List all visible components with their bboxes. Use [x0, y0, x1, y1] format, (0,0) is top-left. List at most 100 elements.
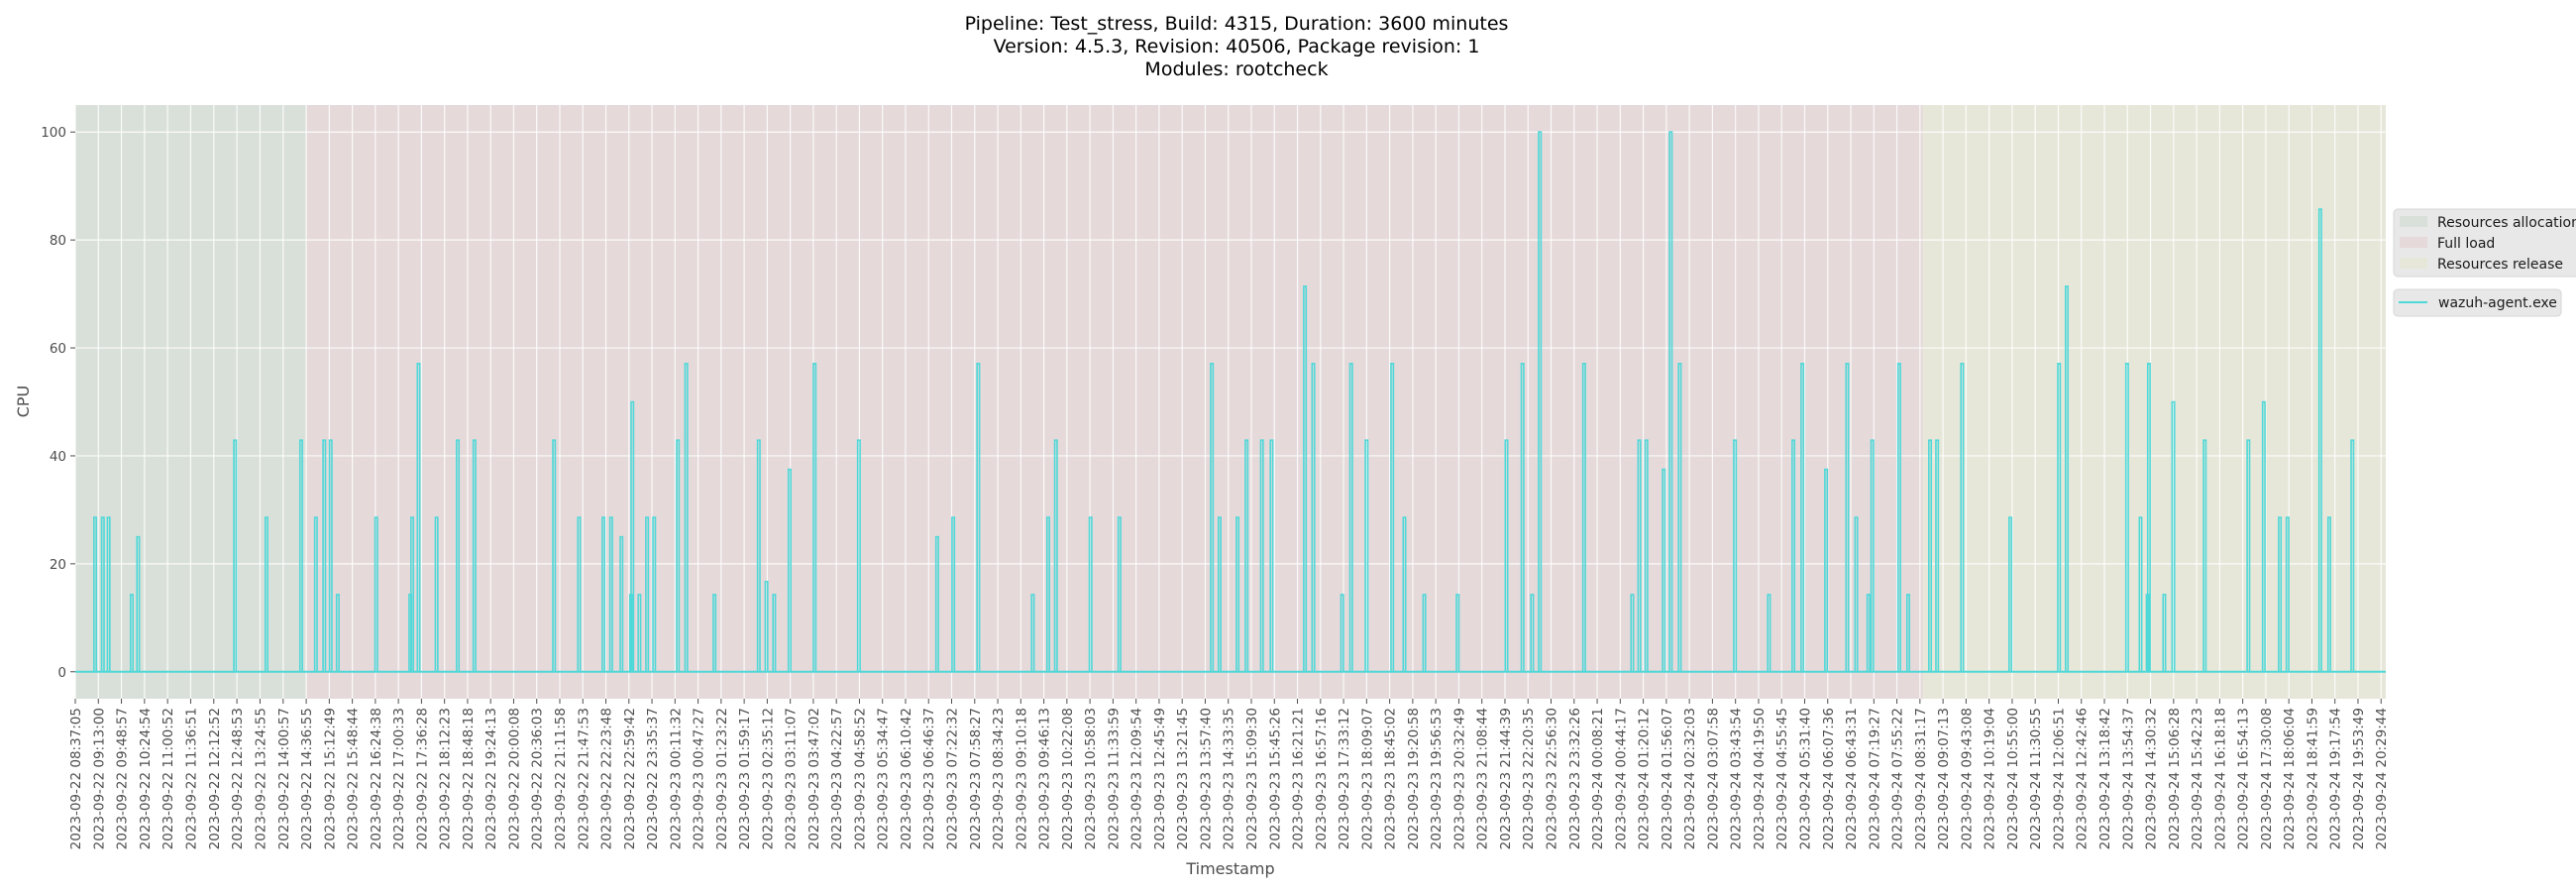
x-tick-label: 2023-09-23 17:33:12 — [1337, 708, 1352, 849]
x-tick-label: 2023-09-24 03:43:54 — [1729, 708, 1745, 849]
x-tick-label: 2023-09-22 21:47:53 — [576, 708, 591, 849]
data-spike — [552, 439, 557, 672]
x-tick-label: 2023-09-23 09:46:13 — [1037, 708, 1053, 849]
x-tick-label: 2023-09-24 16:18:18 — [2212, 708, 2228, 849]
x-tick-label: 2023-09-22 13:24:55 — [253, 708, 268, 849]
x-tick-label: 2023-09-24 14:30:32 — [2144, 708, 2160, 849]
data-spike — [335, 594, 340, 672]
x-tick-label: 2023-09-24 16:54:13 — [2236, 708, 2252, 849]
data-spike — [1390, 363, 1395, 672]
x-tick-label: 2023-09-23 19:20:58 — [1406, 708, 1422, 849]
x-tick-label: 2023-09-24 09:43:08 — [1959, 708, 1975, 849]
data-spike — [328, 439, 333, 672]
data-spike — [1311, 363, 1316, 672]
x-tick-label: 2023-09-22 08:37:05 — [68, 708, 84, 849]
data-spike — [1217, 516, 1222, 672]
x-tick-label: 2023-09-23 13:21:45 — [1175, 708, 1191, 849]
x-tick-label: 2023-09-24 19:17:54 — [2328, 708, 2344, 849]
data-spike — [410, 516, 415, 672]
y-tick-label: 0 — [57, 665, 66, 681]
x-tick-label: 2023-09-24 15:06:28 — [2167, 708, 2183, 849]
x-tick-label: 2023-09-24 20:29:44 — [2374, 708, 2390, 849]
data-spike — [1088, 516, 1093, 672]
data-spike — [1210, 363, 1215, 672]
data-spike — [1767, 594, 1771, 672]
x-tick-label: 2023-09-24 01:20:12 — [1637, 708, 1653, 849]
data-spike — [787, 468, 792, 672]
data-spike — [676, 439, 681, 672]
x-tick-label: 2023-09-24 19:53:49 — [2351, 708, 2367, 849]
legend-label-full-load: Full load — [2437, 236, 2495, 252]
data-spike — [619, 535, 624, 672]
x-tick-label: 2023-09-22 10:24:54 — [138, 708, 154, 849]
x-tick-label: 2023-09-23 16:21:21 — [1291, 708, 1307, 849]
data-spike — [1581, 363, 1586, 672]
y-tick-label: 60 — [50, 341, 66, 357]
x-tick-label: 2023-09-23 07:58:27 — [968, 708, 984, 849]
data-spike — [1504, 439, 1509, 672]
x-tick-label: 2023-09-22 23:35:37 — [645, 708, 661, 849]
x-tick-label: 2023-09-22 20:00:08 — [506, 708, 522, 849]
x-axis-label: Timestamp — [1185, 859, 1274, 878]
x-tick-label: 2023-09-24 09:07:13 — [1936, 708, 1952, 849]
x-tick-label: 2023-09-23 08:34:23 — [991, 708, 1007, 849]
x-tick-label: 2023-09-23 05:34:47 — [876, 708, 892, 849]
x-tick-label: 2023-09-23 13:57:40 — [1198, 708, 1214, 849]
x-tick-label: 2023-09-23 22:56:30 — [1545, 708, 1560, 849]
title-line-2: Version: 4.5.3, Revision: 40506, Package… — [994, 36, 1480, 57]
data-spike — [1733, 439, 1738, 672]
data-spike — [1896, 363, 1901, 672]
data-spike — [577, 516, 582, 672]
data-spike — [756, 439, 761, 672]
data-spike — [1030, 594, 1035, 672]
data-spike — [856, 439, 861, 672]
x-tick-label: 2023-09-23 02:35:12 — [760, 708, 776, 849]
title-line-1: Pipeline: Test_stress, Build: 4315, Dura… — [965, 13, 1509, 35]
data-spike — [2171, 400, 2176, 672]
title-line-3: Modules: rootcheck — [1144, 58, 1328, 80]
x-tick-label: 2023-09-23 20:32:49 — [1451, 708, 1467, 849]
x-tick-label: 2023-09-24 07:55:22 — [1890, 708, 1906, 849]
x-tick-label: 2023-09-23 12:45:49 — [1152, 708, 1168, 849]
data-spike — [93, 516, 98, 672]
x-tick-label: 2023-09-24 00:44:17 — [1613, 708, 1629, 849]
x-tick-label: 2023-09-24 04:19:50 — [1752, 708, 1768, 849]
data-spike — [1422, 594, 1427, 672]
x-tick-label: 2023-09-23 21:44:39 — [1498, 708, 1514, 849]
data-spike — [136, 535, 141, 672]
x-tick-label: 2023-09-23 07:22:32 — [945, 708, 961, 849]
data-spike — [1530, 594, 1535, 672]
data-spike — [772, 594, 777, 672]
data-spike — [1364, 439, 1369, 672]
data-spike — [1117, 516, 1122, 672]
x-tick-label: 2023-09-22 17:00:33 — [391, 708, 407, 849]
data-spike — [2326, 516, 2331, 672]
legend-label-resources-release: Resources release — [2437, 257, 2563, 273]
data-spike — [2350, 439, 2355, 672]
data-spike — [1677, 363, 1682, 672]
data-spike — [1053, 439, 1058, 672]
data-spike — [1348, 363, 1353, 672]
data-spike — [1668, 131, 1673, 672]
data-spike — [2162, 594, 2167, 672]
chart-title: Pipeline: Test_stress, Build: 4315, Dura… — [965, 13, 1509, 80]
x-tick-label: 2023-09-23 21:08:44 — [1475, 708, 1491, 849]
x-tick-label: 2023-09-24 06:43:31 — [1844, 708, 1860, 849]
data-spike — [1455, 594, 1460, 672]
x-tick-label: 2023-09-23 10:58:03 — [1083, 708, 1099, 849]
data-spike — [1824, 468, 1829, 672]
x-tick-label: 2023-09-23 09:10:18 — [1014, 708, 1029, 849]
x-tick-label: 2023-09-24 10:19:04 — [1983, 708, 1998, 849]
data-spike — [2057, 363, 2062, 672]
x-tick-label: 2023-09-22 12:48:53 — [230, 708, 246, 849]
x-tick-label: 2023-09-23 23:32:26 — [1567, 708, 1583, 849]
data-spike — [2278, 516, 2283, 672]
data-spike — [416, 363, 421, 672]
x-tick-label: 2023-09-22 15:48:44 — [346, 708, 362, 849]
x-tick-label: 2023-09-23 18:09:07 — [1359, 708, 1375, 849]
data-spike — [652, 516, 657, 672]
x-tick-label: 2023-09-24 03:07:58 — [1705, 708, 1721, 849]
data-spike — [1870, 439, 1875, 672]
x-tick-label: 2023-09-23 12:09:54 — [1129, 708, 1145, 849]
